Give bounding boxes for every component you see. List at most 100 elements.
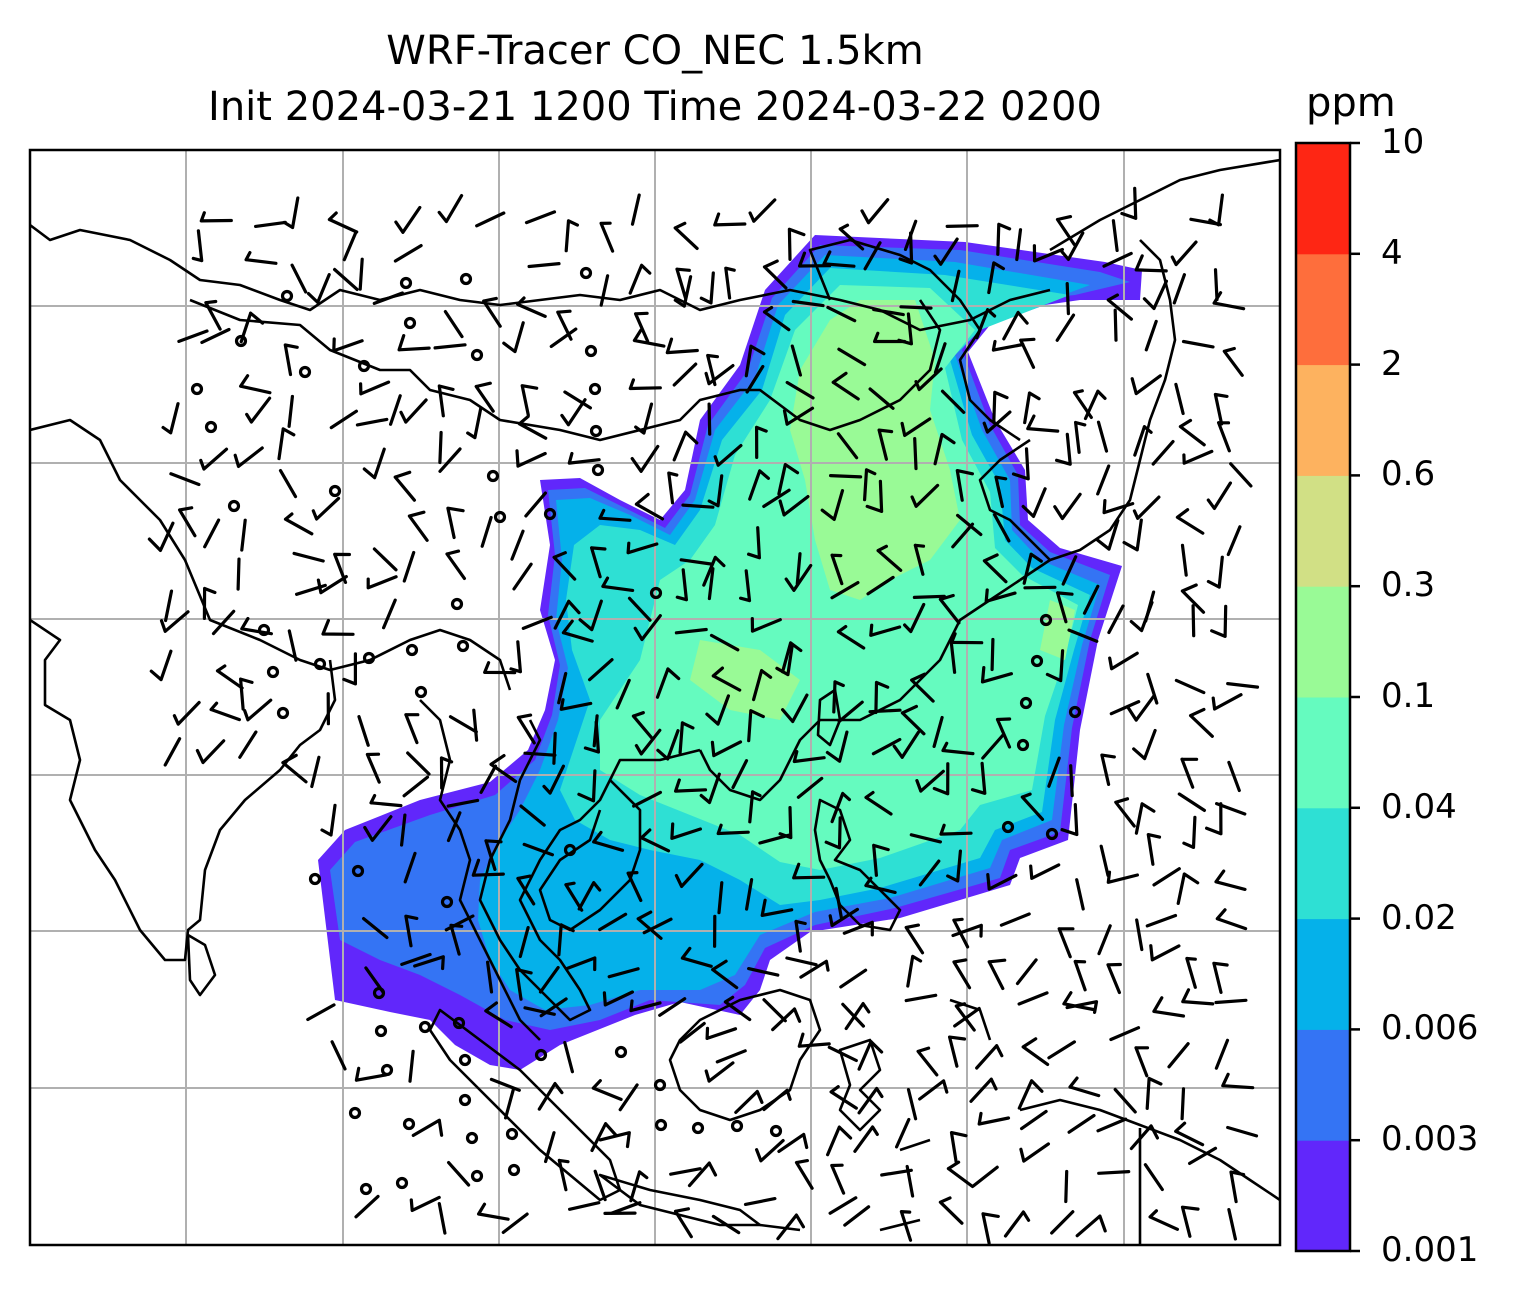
- wind-barb: [472, 708, 479, 742]
- wind-barb: [542, 764, 565, 795]
- wind-barb: [1057, 927, 1075, 959]
- wind-barb: [209, 701, 241, 722]
- colorbar: [1294, 141, 1360, 1253]
- colorbar-segment: [1296, 475, 1350, 587]
- wind-barb: [408, 1049, 415, 1083]
- wind-barb: [1064, 1169, 1069, 1204]
- wind-barb: [172, 700, 201, 726]
- wind-barb: [630, 444, 660, 473]
- wind-barb: [822, 250, 856, 268]
- wind-barb: [1227, 1208, 1237, 1241]
- map-title-line2: Init 2024-03-21 1200 Time 2024-03-22 020…: [208, 84, 1102, 130]
- coastline-japan: [1049, 239, 1177, 562]
- wind-barb: [658, 997, 687, 1017]
- wind-barb: [1020, 1109, 1048, 1131]
- wind-barb: [290, 263, 308, 294]
- wind-barb: [713, 212, 747, 227]
- wind-barb: [1213, 268, 1219, 302]
- calm-wind-marker: [505, 1127, 519, 1141]
- wind-barb: [762, 488, 791, 508]
- wind-barb: [792, 750, 826, 764]
- wind-barb: [745, 878, 754, 911]
- wind-barb: [211, 609, 236, 636]
- wind-barb: [316, 575, 348, 595]
- wind-barb: [1181, 988, 1215, 1006]
- wind-barb: [796, 776, 824, 799]
- wind-barb: [433, 343, 467, 350]
- wind-barb: [1180, 543, 1188, 577]
- wind-barb: [522, 842, 554, 857]
- wind-barb: [667, 471, 679, 505]
- calm-wind-marker: [402, 1117, 416, 1131]
- wind-barb: [987, 261, 1005, 295]
- wind-barb: [1212, 291, 1246, 311]
- wind-barb: [1145, 913, 1178, 928]
- wind-barb: [1019, 1142, 1050, 1163]
- wind-barb: [792, 862, 826, 880]
- wind-barb: [953, 1006, 981, 1028]
- wind-barb: [411, 1118, 444, 1137]
- wind-barb: [673, 221, 699, 250]
- wind-barb: [777, 463, 800, 496]
- wind-barb: [1083, 389, 1107, 421]
- calm-wind-marker: [380, 1063, 394, 1077]
- wind-barb: [598, 1131, 631, 1149]
- wind-barb: [520, 384, 539, 417]
- wind-barb: [592, 830, 625, 852]
- wind-barb: [869, 623, 902, 637]
- calm-wind-marker: [691, 1121, 705, 1135]
- wind-barb: [678, 721, 695, 755]
- wind-barb: [857, 1040, 884, 1071]
- wind-barb: [630, 193, 641, 226]
- wind-barb: [1146, 833, 1162, 866]
- wind-barb: [1180, 583, 1206, 614]
- wind-barb: [932, 762, 950, 796]
- wind-barb: [940, 389, 966, 414]
- wind-barb: [838, 223, 865, 251]
- coastline-sumatra: [428, 1008, 622, 1202]
- wind-barb: [1106, 870, 1139, 884]
- wind-barb: [544, 1131, 556, 1164]
- wind-barb: [1180, 1087, 1186, 1121]
- wind-barb: [1143, 1163, 1164, 1192]
- wind-barb: [1055, 215, 1076, 246]
- wind-barb: [992, 390, 1009, 424]
- wind-barb: [519, 804, 546, 827]
- wind-barb: [716, 823, 750, 836]
- calm-wind-marker: [313, 657, 327, 671]
- wind-barb: [1172, 273, 1186, 305]
- wind-barb: [1019, 337, 1036, 369]
- wind-barb: [704, 364, 735, 386]
- wind-barb: [354, 1194, 380, 1219]
- concentration-field: [318, 235, 1142, 1070]
- wind-barb: [826, 305, 857, 323]
- calm-wind-marker: [584, 344, 598, 358]
- wind-barb: [480, 515, 493, 548]
- wind-barb: [593, 1169, 607, 1202]
- wind-barb: [362, 447, 386, 480]
- wind-barb: [553, 599, 581, 630]
- calm-wind-marker: [543, 507, 557, 521]
- calm-wind-marker: [280, 289, 294, 303]
- wind-barb: [516, 713, 536, 745]
- wind-barb: [632, 328, 666, 348]
- wind-barb: [1175, 508, 1205, 535]
- colorbar-tick-label: 0.001: [1381, 1230, 1479, 1270]
- wind-barb: [320, 803, 337, 837]
- calm-wind-marker: [458, 1053, 472, 1067]
- wind-barb: [163, 737, 182, 767]
- wind-barb: [404, 914, 419, 948]
- wind-barb: [200, 327, 231, 344]
- wind-barb: [1126, 694, 1156, 722]
- wind-barb: [705, 1026, 738, 1040]
- wind-barb: [634, 402, 654, 435]
- wind-barb: [909, 833, 942, 844]
- wind-barb: [1167, 1042, 1190, 1069]
- wind-barb: [1148, 1209, 1179, 1231]
- wind-barb: [446, 506, 465, 540]
- wind-barb: [1082, 584, 1100, 615]
- wind-barb: [1114, 797, 1136, 828]
- wind-barb: [1142, 279, 1168, 311]
- wind-barb: [1067, 628, 1099, 643]
- wind-barb: [665, 337, 699, 355]
